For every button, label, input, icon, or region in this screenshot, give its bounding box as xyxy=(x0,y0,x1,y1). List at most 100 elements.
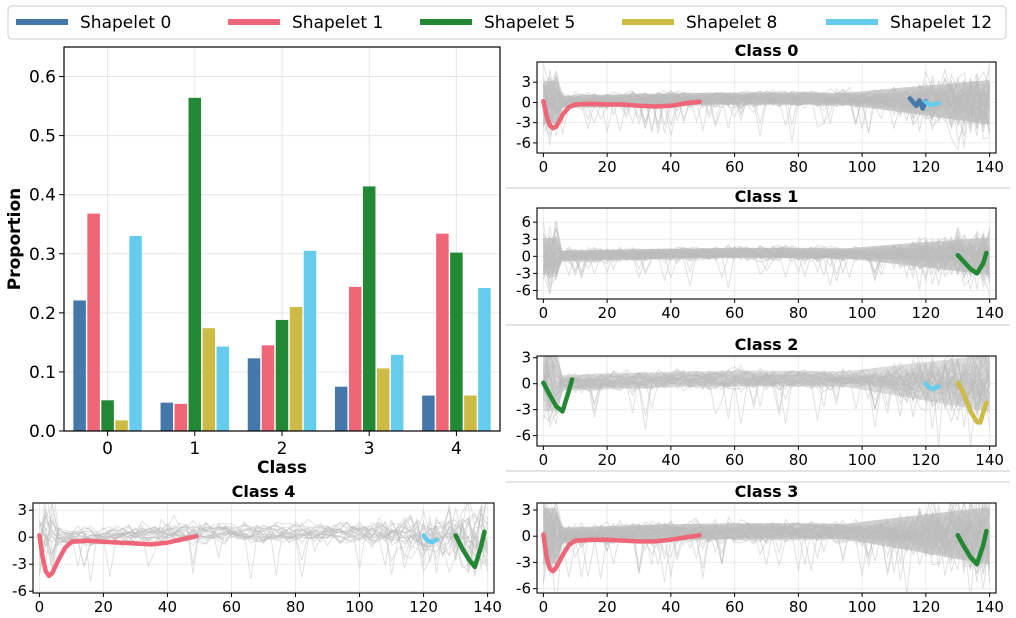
background-series-line xyxy=(542,516,991,577)
background-series-line xyxy=(542,80,991,133)
background-series-line xyxy=(542,512,990,569)
background-series-line xyxy=(542,506,991,571)
background-series-line xyxy=(542,241,991,280)
background-series-line xyxy=(543,356,990,403)
background-series-line xyxy=(542,85,991,129)
background-series-line xyxy=(542,357,991,419)
background-series-line xyxy=(542,356,991,412)
bar xyxy=(87,213,100,431)
bar-xtick-label: 4 xyxy=(451,439,462,459)
bar-xtick-label: 2 xyxy=(277,439,288,459)
background-series-line xyxy=(545,503,990,575)
background-series-line xyxy=(542,236,991,283)
shapelet-line xyxy=(453,529,487,570)
panel-xtick-label: 60 xyxy=(725,451,744,469)
panel-xtick-label: 120 xyxy=(912,451,941,469)
panel-xtick-label: 140 xyxy=(473,598,502,616)
background-series-line xyxy=(542,510,991,576)
background-series-line xyxy=(542,356,991,414)
background-series-line xyxy=(542,521,990,579)
shapelet-overlays xyxy=(541,528,989,574)
background-series-line xyxy=(542,236,991,277)
panel-xtick-label: 40 xyxy=(661,304,680,322)
background-series-line xyxy=(542,86,991,136)
background-series-line xyxy=(38,504,489,563)
panel-title: Class 4 xyxy=(232,482,296,501)
shapelet-line xyxy=(541,98,702,131)
bar-series xyxy=(129,236,491,431)
legend-label: Shapelet 12 xyxy=(890,13,992,33)
background-series-line xyxy=(543,503,991,582)
shapelet-line xyxy=(907,96,929,111)
background-series-line xyxy=(543,234,991,285)
panel-xtick-label: 0 xyxy=(35,598,45,616)
background-series-line xyxy=(542,504,991,578)
panel-frame xyxy=(536,355,997,447)
background-series-line xyxy=(542,362,991,446)
background-series-line xyxy=(542,241,991,295)
legend-item: Shapelet 1 xyxy=(228,13,383,33)
bar xyxy=(376,368,390,431)
bar xyxy=(464,395,477,431)
shapelet-line xyxy=(37,533,199,579)
background-series-line xyxy=(542,357,990,428)
shapelet-line xyxy=(421,533,439,544)
background-series-line xyxy=(542,363,990,409)
background-series-line xyxy=(542,361,991,446)
background-series-line xyxy=(542,236,990,286)
background-series-line xyxy=(542,246,991,287)
background-series-line xyxy=(542,510,990,551)
panel-xtick-label: 40 xyxy=(661,158,680,176)
bar xyxy=(261,345,275,431)
background-series-line xyxy=(38,503,489,553)
panel-xtick-label: 60 xyxy=(725,304,744,322)
background-series-line xyxy=(543,230,991,281)
background-series-line xyxy=(542,503,991,593)
background-series-line xyxy=(543,235,991,267)
background-series-line xyxy=(542,503,991,559)
background-series-line xyxy=(542,517,991,571)
panel-frame xyxy=(536,502,997,594)
background-series-line xyxy=(542,241,991,274)
background-series-line xyxy=(543,85,991,124)
panel-title: Class 0 xyxy=(735,41,799,60)
background-series-line xyxy=(542,515,991,583)
background-series-line xyxy=(38,503,487,579)
background-series-line xyxy=(542,358,990,420)
background-series-line xyxy=(542,237,991,278)
bar-ylabel: Proportion xyxy=(5,188,25,291)
panel-xtick-label: 140 xyxy=(975,158,1004,176)
panel-ytick-label: 3 xyxy=(521,501,531,519)
panel-ytick-label: -6 xyxy=(12,582,27,600)
background-series-line xyxy=(542,508,991,554)
background-series-line xyxy=(38,507,489,558)
background-series-line xyxy=(542,356,991,429)
shapelet-overlays xyxy=(37,529,487,579)
panel-xtick-label: 100 xyxy=(345,598,374,616)
background-series-line xyxy=(543,503,991,560)
background-series-line xyxy=(543,236,991,278)
background-series-line xyxy=(542,505,990,565)
line-panel: 0 20 40 60 80 100 120 140 3 0 -3 -6 Class 3 xyxy=(516,482,1004,616)
background-series-line xyxy=(543,503,988,573)
panel-ytick-label: 0 xyxy=(521,527,531,545)
background-series-line xyxy=(542,238,990,271)
background-series-line xyxy=(38,516,488,568)
background-series-line xyxy=(542,503,991,590)
background-series-line xyxy=(542,85,990,128)
bar xyxy=(334,386,348,431)
background-series-line xyxy=(542,356,991,406)
bar xyxy=(275,319,289,431)
panel-xtick-label: 120 xyxy=(912,158,941,176)
panel-xtick-label: 0 xyxy=(539,598,549,616)
line-panel: 0 20 40 60 80 100 120 140 3 0 -3 -6 Class 4 xyxy=(12,482,502,616)
bar xyxy=(73,300,86,431)
panel-xtick-label: 40 xyxy=(158,598,177,616)
background-series-line xyxy=(543,504,990,571)
background-series-line xyxy=(38,514,489,567)
panel-title: Class 1 xyxy=(735,187,799,206)
panel-ytick-label: 3 xyxy=(521,230,531,248)
panel-ytick-label: 3 xyxy=(521,349,531,367)
background-series-line xyxy=(542,511,991,565)
background-series-line xyxy=(542,364,991,427)
